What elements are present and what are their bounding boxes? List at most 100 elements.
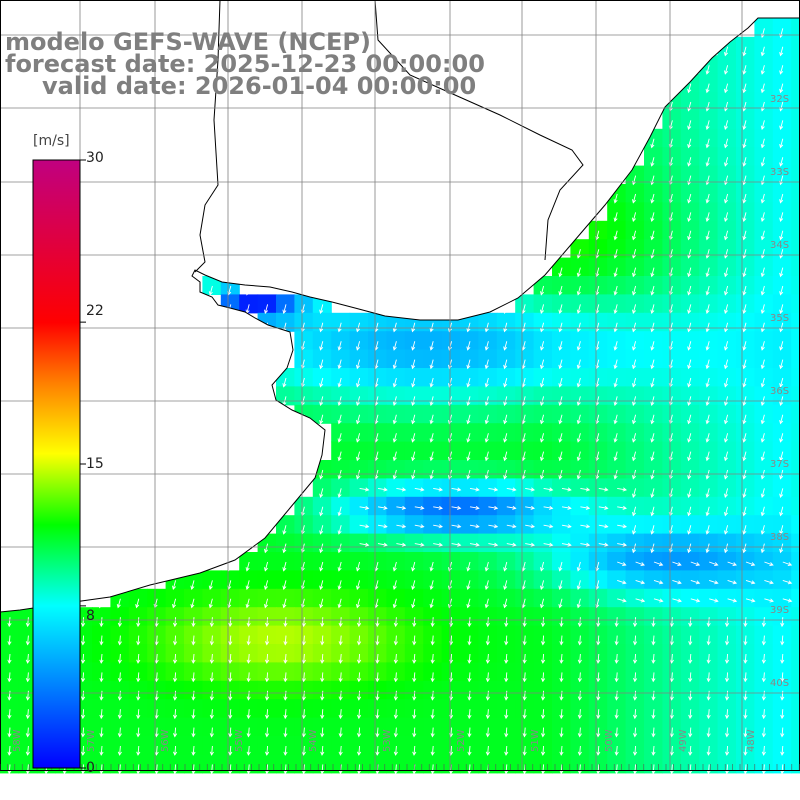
wind-arrow <box>414 505 425 510</box>
wind-cell <box>423 736 443 755</box>
wind-cell <box>625 220 645 240</box>
wind-arrow <box>650 157 655 167</box>
wind-arrow <box>246 653 251 664</box>
wind-arrow <box>779 433 784 443</box>
wind-cell <box>662 515 682 535</box>
wind-cell <box>680 625 700 645</box>
wind-arrow <box>522 745 527 756</box>
wind-cell <box>717 128 737 148</box>
wind-cell <box>404 404 424 424</box>
wind-arrow <box>485 635 490 646</box>
wind-arrow <box>559 653 564 664</box>
wind-cell <box>349 441 369 461</box>
wind-arrow <box>558 580 563 590</box>
wind-arrow <box>504 617 509 628</box>
wind-cell <box>368 736 387 755</box>
wind-cell <box>312 570 332 590</box>
wind-cell <box>515 496 535 516</box>
wind-cell <box>331 644 351 663</box>
wind-arrow <box>283 617 288 628</box>
wind-cell <box>791 662 800 682</box>
wind-cell <box>570 699 590 719</box>
wind-cell <box>625 202 645 222</box>
wind-arrow <box>320 709 325 720</box>
wind-cell <box>202 662 222 682</box>
wind-arrow <box>779 157 784 167</box>
wind-arrow <box>650 304 655 314</box>
wind-arrow <box>687 506 692 517</box>
wind-arrow <box>301 653 306 664</box>
wind-cell <box>386 699 406 719</box>
wind-cell <box>680 680 700 700</box>
wind-cell <box>717 368 737 387</box>
wind-cell <box>441 404 461 424</box>
wind-cell <box>625 184 645 203</box>
wind-cell <box>368 496 387 516</box>
wind-cell <box>423 662 443 682</box>
wind-arrow <box>246 727 251 738</box>
wind-arrow <box>742 249 747 259</box>
wind-cell <box>699 423 719 443</box>
wind-cell <box>680 570 700 590</box>
wind-cell <box>312 662 332 682</box>
wind-cell <box>680 349 700 369</box>
wind-cell <box>644 184 663 203</box>
wind-cell <box>588 441 608 461</box>
wind-arrow <box>282 543 287 554</box>
wind-arrow <box>561 542 572 547</box>
wind-cell <box>220 736 240 755</box>
wind-cell <box>257 736 277 755</box>
wind-cell <box>257 717 277 737</box>
wind-arrow <box>356 617 362 628</box>
wind-arrow <box>320 727 325 738</box>
wind-cell <box>644 717 663 737</box>
wind-cell <box>607 496 627 516</box>
wind-cell <box>552 423 571 443</box>
wind-cell <box>386 331 406 351</box>
wind-cell <box>533 496 553 516</box>
wind-arrow <box>724 193 729 204</box>
wind-cell <box>754 257 774 277</box>
wind-cell <box>736 496 755 516</box>
wind-arrow <box>228 617 233 628</box>
wind-cell <box>110 680 130 700</box>
wind-cell <box>441 699 461 719</box>
wind-cell <box>423 680 443 700</box>
wind-arrow <box>522 764 527 775</box>
wind-cell <box>239 644 259 663</box>
wind-arrow <box>356 764 362 775</box>
wind-arrow <box>724 341 729 351</box>
wind-cell <box>662 570 682 590</box>
wind-arrow <box>576 285 581 296</box>
wind-arrow <box>301 709 306 720</box>
wind-cell <box>515 515 535 535</box>
wind-arrow <box>651 745 656 756</box>
wind-arrow <box>172 745 178 756</box>
wind-cell <box>754 202 774 222</box>
wind-arrow <box>393 764 398 775</box>
wind-arrow <box>356 653 362 664</box>
wind-arrow <box>761 764 766 775</box>
wind-cell <box>570 607 590 627</box>
wind-arrow <box>503 304 508 314</box>
wind-cell <box>478 515 498 535</box>
wind-cell <box>662 699 682 719</box>
wind-arrow <box>356 359 361 370</box>
wind-arrow <box>635 561 645 567</box>
wind-cell <box>220 754 240 774</box>
wind-arrow <box>337 451 342 462</box>
wind-cell <box>680 423 700 443</box>
wind-cell <box>368 349 387 369</box>
wind-cell <box>404 515 424 535</box>
wind-cell <box>791 441 800 461</box>
wind-cell <box>736 294 755 314</box>
wind-arrow <box>209 709 214 720</box>
wind-cell <box>791 533 800 553</box>
wind-arrow <box>392 451 397 462</box>
wind-cell <box>717 662 737 682</box>
wind-cell <box>312 533 332 553</box>
wind-cell <box>349 607 369 627</box>
wind-cell <box>772 18 792 38</box>
wind-cell <box>184 607 203 627</box>
wind-arrow <box>779 359 784 370</box>
